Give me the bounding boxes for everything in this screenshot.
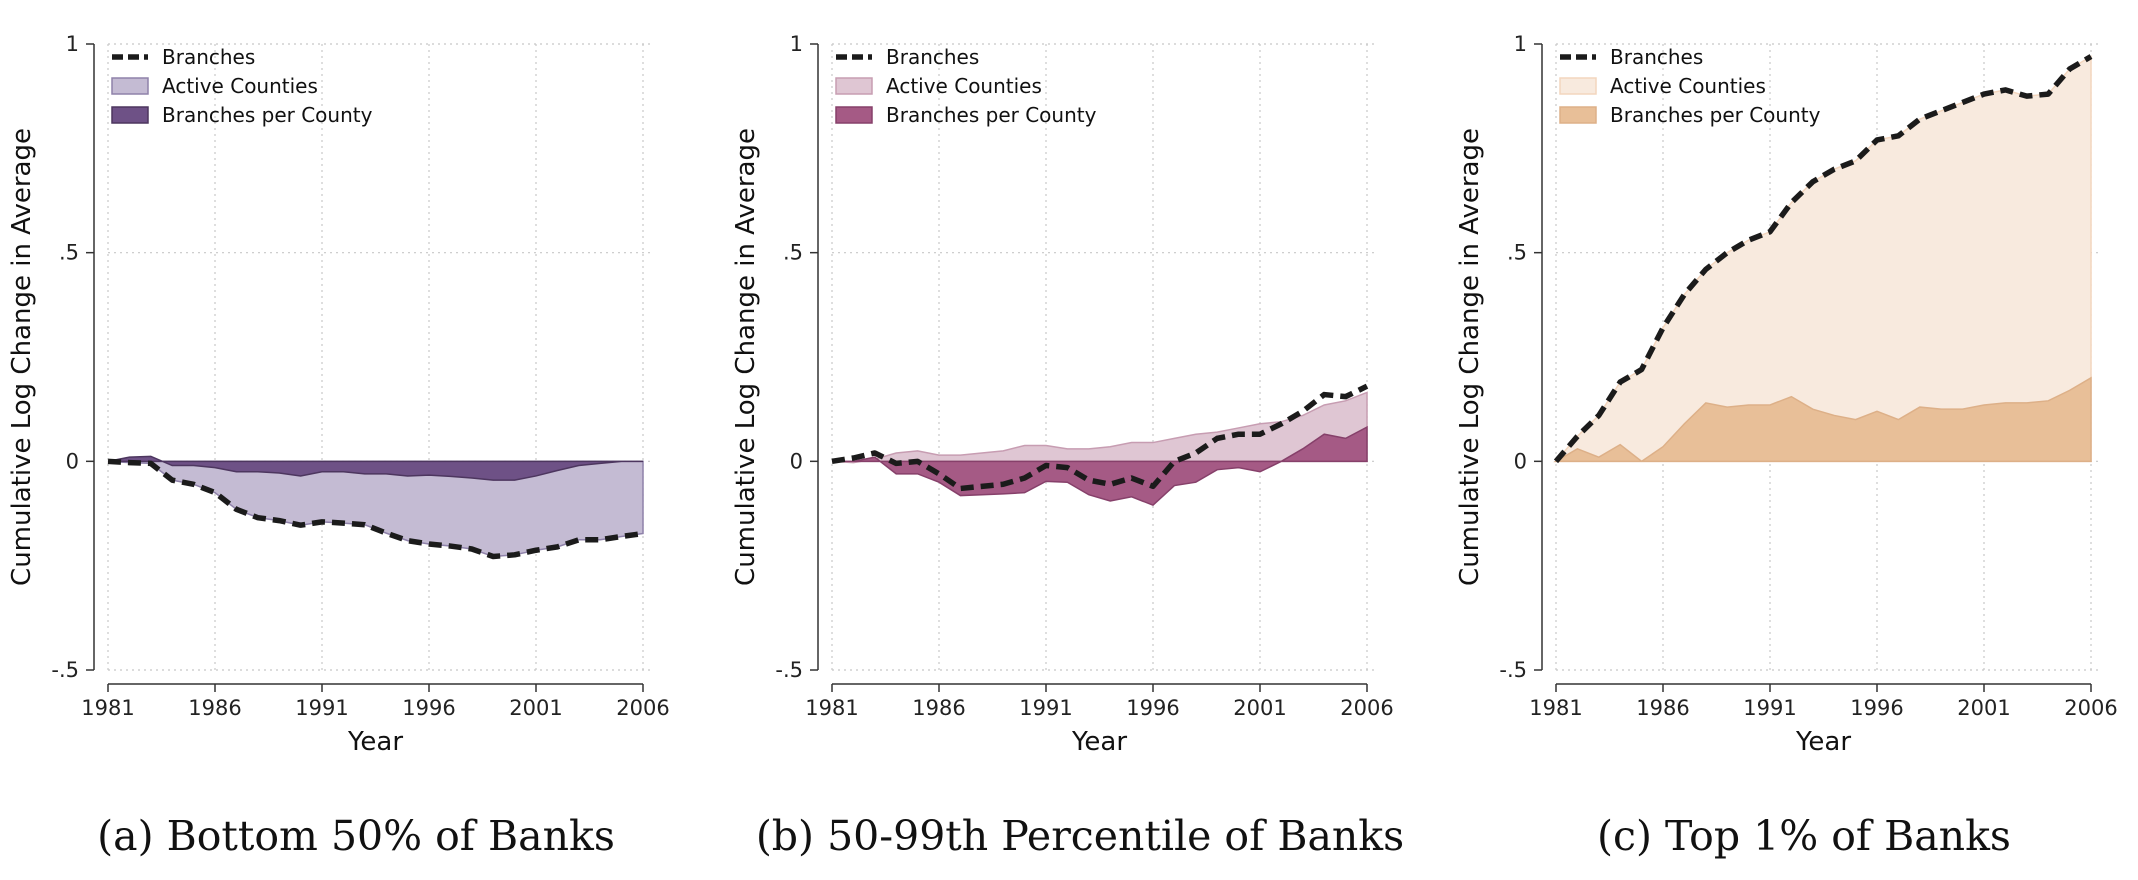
y-tick-label: 0 xyxy=(66,449,79,473)
x-tick-label: 2001 xyxy=(1957,696,2010,720)
legend-label-branches: Branches xyxy=(162,45,255,69)
x-tick-label: 1991 xyxy=(295,696,348,720)
y-tick-label: .5 xyxy=(59,241,79,265)
y-tick-label: -.5 xyxy=(775,658,803,682)
area-active-counties xyxy=(107,460,644,558)
x-axis-title: Year xyxy=(1071,727,1127,757)
x-tick-label: 1996 xyxy=(402,696,455,720)
legend-swatch-branches-per-county xyxy=(111,106,149,124)
legend-swatch-active-counties xyxy=(835,77,873,95)
x-tick-label: 2006 xyxy=(616,696,669,720)
y-tick-label: 0 xyxy=(1514,449,1527,473)
x-tick-label: 2006 xyxy=(2064,696,2117,720)
caption-c: (c) Top 1% of Banks xyxy=(1597,812,2011,860)
x-tick-label: 1991 xyxy=(1743,696,1796,720)
y-tick-label: -.5 xyxy=(51,658,79,682)
x-tick-label: 2001 xyxy=(1233,696,1286,720)
legend-label-branches: Branches xyxy=(1610,45,1703,69)
y-tick-label: -.5 xyxy=(1499,658,1527,682)
area-branches-per-county xyxy=(107,455,643,481)
x-tick-label: 1991 xyxy=(1019,696,1072,720)
y-tick-label: 0 xyxy=(790,449,803,473)
y-tick-label: .5 xyxy=(1507,241,1527,265)
x-axis-title: Year xyxy=(347,727,403,757)
area-active-counties xyxy=(831,391,1368,464)
y-axis-title: Cumulative Log Change in Average xyxy=(1455,128,1485,586)
legend-swatch-active-counties xyxy=(1559,77,1597,95)
x-tick-label: 1986 xyxy=(188,696,241,720)
x-tick-label: 1996 xyxy=(1850,696,1903,720)
legend-swatch-branches-per-county xyxy=(835,106,873,124)
x-tick-label: 1996 xyxy=(1126,696,1179,720)
x-tick-label: 1981 xyxy=(81,696,134,720)
y-tick-label: 1 xyxy=(66,32,79,56)
line-branches xyxy=(1553,54,2093,464)
line-branches xyxy=(107,458,644,560)
legend-label-branches-per-county: Branches per County xyxy=(162,103,373,127)
chart-c: -.5 0 .5 1 1981 1986 1991 1996 2001 2006 Year Cumul… xyxy=(1455,32,2118,757)
panel-b: -.5 0 .5 1 1981 1986 1991 1996 2001 2006 Year Cumul… xyxy=(724,0,1436,880)
y-tick-label: 1 xyxy=(1514,32,1527,56)
area-branches-per-county xyxy=(1553,376,2092,463)
legend-label-active-counties: Active Counties xyxy=(886,74,1042,98)
line-branches xyxy=(831,383,1369,492)
legend-label-branches-per-county: Branches per County xyxy=(1610,103,1821,127)
x-tick-label: 1986 xyxy=(912,696,965,720)
panel-c: -.5 0 .5 1 1981 1986 1991 1996 2001 2006 Year Cumul… xyxy=(1448,0,2138,880)
x-tick-label: 2001 xyxy=(509,696,562,720)
legend-swatch-branches-per-county xyxy=(1559,106,1597,124)
chart-b: -.5 0 .5 1 1981 1986 1991 1996 2001 2006 Year Cumul… xyxy=(731,32,1394,757)
legend-label-branches-per-county: Branches per County xyxy=(886,103,1097,127)
legend-label-branches: Branches xyxy=(886,45,979,69)
legend-swatch-active-counties xyxy=(111,77,149,95)
y-tick-label: .5 xyxy=(783,241,803,265)
caption-b: (b) 50-99th Percentile of Banks xyxy=(755,812,1405,860)
x-tick-label: 2006 xyxy=(1340,696,1393,720)
legend-label-active-counties: Active Counties xyxy=(1610,74,1766,98)
x-tick-label: 1981 xyxy=(1529,696,1582,720)
x-axis-title: Year xyxy=(1795,727,1851,757)
x-tick-label: 1986 xyxy=(1636,696,1689,720)
legend-label-active-counties: Active Counties xyxy=(162,74,318,98)
caption-a: (a) Bottom 50% of Banks xyxy=(97,812,615,860)
chart-a: -.5 0 .5 1 1981 1986 1991 1996 2001 2006 Year Cumul… xyxy=(7,32,670,757)
y-axis-title: Cumulative Log Change in Average xyxy=(7,128,37,586)
y-axis-title: Cumulative Log Change in Average xyxy=(731,128,761,586)
panel-a: -.5 0 .5 1 1981 1986 1991 1996 2001 2006 Year Cumul… xyxy=(0,0,712,880)
x-tick-label: 1981 xyxy=(805,696,858,720)
y-tick-label: 1 xyxy=(790,32,803,56)
